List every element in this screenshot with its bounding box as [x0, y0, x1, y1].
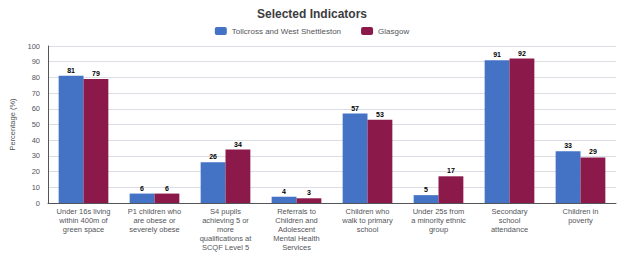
svg-text:Referrals to: Referrals to [277, 207, 316, 216]
svg-text:Services: Services [282, 243, 311, 252]
svg-text:100: 100 [27, 42, 40, 51]
svg-text:SCQF Level 5: SCQF Level 5 [202, 243, 249, 252]
svg-text:53: 53 [376, 111, 384, 118]
svg-text:Children who: Children who [346, 207, 390, 216]
svg-text:50: 50 [32, 120, 40, 129]
svg-text:4: 4 [282, 188, 286, 195]
svg-text:92: 92 [518, 50, 526, 57]
svg-text:walk to primary: walk to primary [341, 216, 393, 225]
svg-text:5: 5 [424, 186, 428, 193]
svg-text:green space: green space [63, 225, 104, 234]
svg-text:Adolescent: Adolescent [278, 225, 316, 234]
svg-text:57: 57 [351, 105, 359, 112]
svg-text:80: 80 [32, 73, 40, 82]
svg-text:70: 70 [32, 89, 40, 98]
svg-text:0: 0 [36, 199, 40, 208]
svg-text:Secondary: Secondary [492, 207, 528, 216]
svg-text:6: 6 [140, 185, 144, 192]
svg-text:within 400m of: within 400m of [58, 216, 108, 225]
svg-text:26: 26 [209, 153, 217, 160]
svg-text:30: 30 [32, 151, 40, 160]
svg-text:a minority ethnic: a minority ethnic [411, 216, 466, 225]
svg-text:6: 6 [165, 185, 169, 192]
svg-text:severely obese: severely obese [129, 225, 179, 234]
svg-text:Tollcross and West Shettleston: Tollcross and West Shettleston [232, 27, 341, 36]
svg-text:Mental Health: Mental Health [273, 234, 319, 243]
svg-text:Under 25s from: Under 25s from [413, 207, 465, 216]
svg-text:S4 pupils: S4 pupils [210, 207, 241, 216]
svg-text:Glasgow: Glasgow [378, 27, 409, 36]
svg-text:40: 40 [32, 136, 40, 145]
svg-text:attendance: attendance [491, 225, 528, 234]
svg-text:33: 33 [564, 142, 572, 149]
svg-text:achieving 5 or: achieving 5 or [202, 216, 249, 225]
svg-text:90: 90 [32, 57, 40, 66]
svg-text:Children in: Children in [563, 207, 599, 216]
svg-text:Children and: Children and [275, 216, 318, 225]
svg-text:more: more [217, 225, 234, 234]
svg-text:10: 10 [32, 183, 40, 192]
svg-text:group: group [429, 225, 448, 234]
svg-text:Selected Indicators: Selected Indicators [257, 7, 367, 21]
svg-text:17: 17 [447, 167, 455, 174]
svg-text:34: 34 [234, 141, 242, 148]
svg-text:qualifications at: qualifications at [200, 234, 253, 243]
svg-text:79: 79 [92, 70, 100, 77]
svg-text:school: school [499, 216, 521, 225]
svg-text:are obese or: are obese or [133, 216, 176, 225]
svg-text:P1 children who: P1 children who [128, 207, 181, 216]
svg-text:Under 16s living: Under 16s living [57, 207, 111, 216]
svg-text:29: 29 [589, 148, 597, 155]
svg-text:91: 91 [493, 51, 501, 58]
svg-text:81: 81 [67, 67, 75, 74]
svg-text:Percentage (%): Percentage (%) [8, 98, 17, 151]
svg-text:3: 3 [307, 189, 311, 196]
svg-text:poverty: poverty [568, 216, 593, 225]
svg-text:60: 60 [32, 104, 40, 113]
svg-text:20: 20 [32, 167, 40, 176]
svg-text:school: school [357, 225, 379, 234]
